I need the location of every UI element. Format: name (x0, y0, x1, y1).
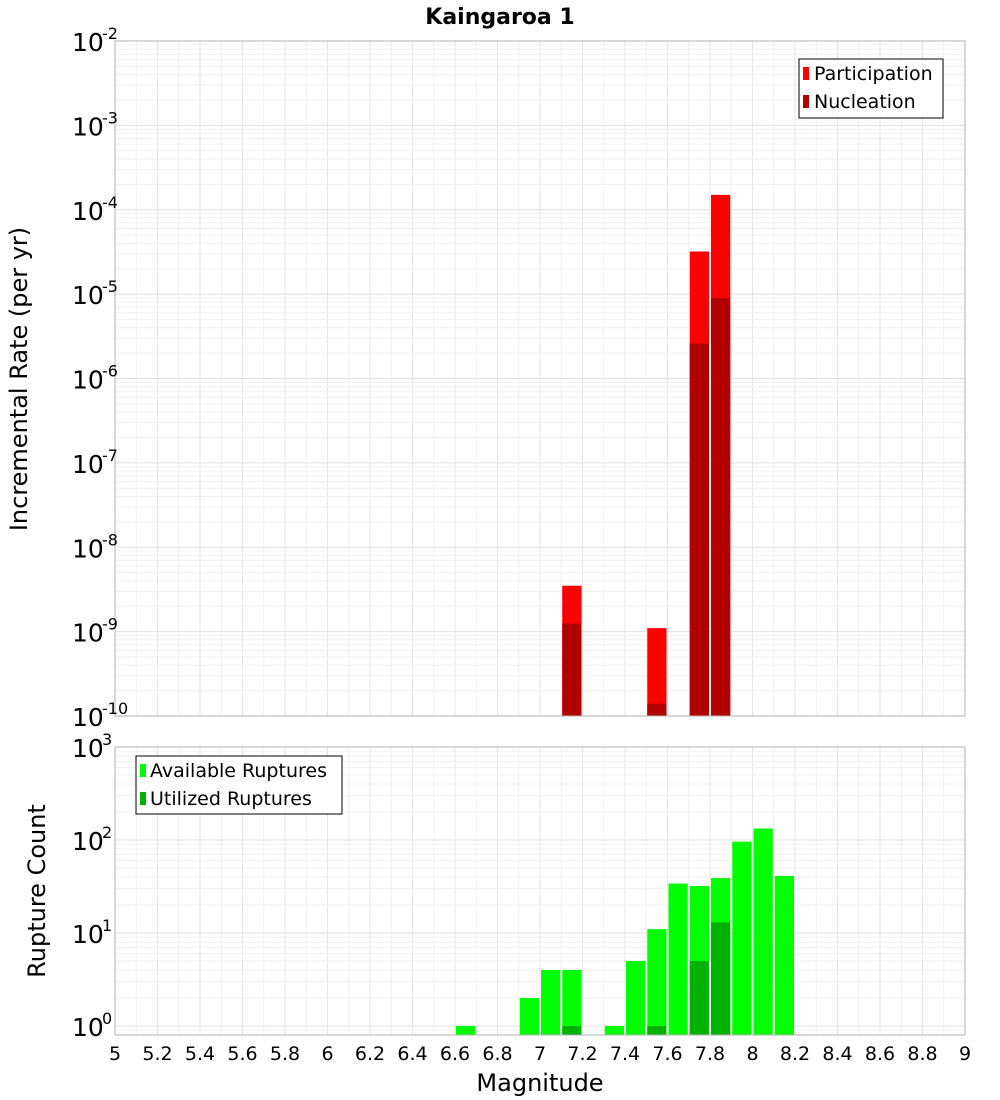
x-axis-label: Magnitude (476, 1069, 603, 1097)
count-bar-available-ruptures (774, 876, 794, 1035)
x-tick-label: 5 (109, 1043, 121, 1065)
y-tick-exponent: 3 (102, 730, 112, 749)
x-tick-label: 5.6 (227, 1043, 257, 1065)
y-tick-exponent: -7 (102, 446, 118, 465)
x-axis-tick-labels: 5 5.2 5.4 5.6 5.8 6 6.2 6.4 6.6 6.8 7 7.2 7.4 7.6 7.8 8… (109, 1043, 971, 1065)
count-bar-available-ruptures (456, 1025, 476, 1035)
y-tick-label: 10 (72, 112, 104, 141)
legend-swatch-utilized-ruptures (140, 792, 146, 805)
y-tick-label: 10 (72, 734, 104, 763)
bottom-plot-bars (456, 828, 794, 1035)
y-tick-exponent: -10 (102, 699, 128, 718)
legend-label-utilized-ruptures: Utilized Ruptures (150, 788, 312, 810)
x-tick-label: 6 (321, 1043, 333, 1065)
x-tick-label: 8.2 (780, 1043, 810, 1065)
y-tick-exponent: 0 (102, 1009, 112, 1028)
y-tick-label: 10 (72, 450, 104, 479)
legend-swatch-participation (803, 67, 809, 80)
count-bar-utilized-ruptures (689, 960, 709, 1035)
y-tick-label: 10 (72, 619, 104, 648)
y-tick-label: 10 (72, 1013, 104, 1042)
y-tick-exponent: 1 (102, 916, 112, 935)
y-tick-label: 10 (72, 534, 104, 563)
y-tick-exponent: 2 (102, 823, 112, 842)
top-plot-legend: Participation Nucleation (798, 58, 944, 119)
count-bar-available-ruptures (541, 969, 561, 1035)
bottom-legend-box (135, 755, 343, 815)
x-tick-label: 6.4 (397, 1043, 427, 1065)
top-legend-box (798, 58, 944, 119)
y-tick-exponent: -2 (102, 24, 118, 43)
x-tick-label: 6.8 (482, 1043, 512, 1065)
rate-bar-nucleation (562, 623, 582, 716)
chart-title: Kaingaroa 1 (425, 5, 574, 30)
bottom-plot-frame (114, 746, 966, 1036)
y-tick-exponent: -4 (102, 193, 118, 212)
y-tick-label: 10 (72, 827, 104, 856)
count-bar-available-ruptures (753, 828, 773, 1035)
legend-swatch-nucleation (803, 95, 809, 108)
legend-label-participation: Participation (814, 63, 933, 85)
x-tick-label: 7.4 (610, 1043, 640, 1065)
bottom-plot-y-axis-label: Rupture Count (23, 804, 51, 978)
x-tick-label: 5.4 (185, 1043, 215, 1065)
rate-bar-participation (647, 628, 667, 716)
y-tick-label: 10 (72, 281, 104, 310)
top-plot-bars (562, 194, 731, 716)
y-tick-label: 10 (72, 366, 104, 395)
count-bar-utilized-ruptures (647, 1025, 667, 1035)
count-bar-available-ruptures (519, 997, 539, 1035)
x-tick-label: 7.8 (695, 1043, 725, 1065)
count-bar-utilized-ruptures (711, 922, 731, 1035)
y-tick-exponent: -5 (102, 277, 118, 296)
count-bar-available-ruptures (647, 929, 667, 1035)
top-plot-gridlines (114, 41, 966, 717)
x-tick-label: 6.2 (355, 1043, 385, 1065)
x-tick-label: 7.6 (652, 1043, 682, 1065)
count-bar-available-ruptures (732, 841, 752, 1035)
y-tick-label: 10 (72, 197, 104, 226)
x-tick-label: 5.8 (270, 1043, 300, 1065)
y-tick-exponent: -3 (102, 108, 118, 127)
x-tick-label: 8 (746, 1043, 758, 1065)
count-bar-available-ruptures (626, 960, 646, 1035)
rate-bar-nucleation (711, 297, 731, 716)
top-plot-frame (114, 40, 966, 717)
x-tick-label: 7 (534, 1043, 546, 1065)
x-tick-label: 7.2 (567, 1043, 597, 1065)
top-plot-y-tick-labels: 10-210-310-410-510-610-710-810-910-10 (72, 24, 128, 732)
count-bar-available-ruptures (604, 1025, 624, 1035)
top-plot-y-axis-label: Incremental Rate (per yr) (5, 227, 33, 531)
y-tick-exponent: -9 (102, 615, 118, 634)
y-tick-exponent: -6 (102, 362, 118, 381)
y-tick-label: 10 (72, 28, 104, 57)
rate-bar-nucleation (689, 343, 709, 716)
x-tick-label: 9 (959, 1043, 971, 1065)
y-tick-label: 10 (72, 920, 104, 949)
x-tick-label: 6.6 (440, 1043, 470, 1065)
count-bar-available-ruptures (668, 883, 688, 1035)
count-bar-utilized-ruptures (562, 1025, 582, 1035)
rate-bar-nucleation (647, 703, 667, 716)
x-tick-label: 8.8 (907, 1043, 937, 1065)
y-tick-exponent: -8 (102, 530, 118, 549)
count-bar-available-ruptures (562, 969, 582, 1035)
x-tick-label: 8.6 (865, 1043, 895, 1065)
bottom-plot-legend: Available Ruptures Utilized Ruptures (135, 755, 343, 815)
legend-label-nucleation: Nucleation (814, 91, 916, 113)
legend-label-available-ruptures: Available Ruptures (150, 760, 327, 782)
x-tick-label: 5.2 (142, 1043, 172, 1065)
legend-swatch-available-ruptures (140, 764, 146, 777)
y-tick-label: 10 (72, 703, 104, 732)
x-tick-label: 8.4 (822, 1043, 852, 1065)
